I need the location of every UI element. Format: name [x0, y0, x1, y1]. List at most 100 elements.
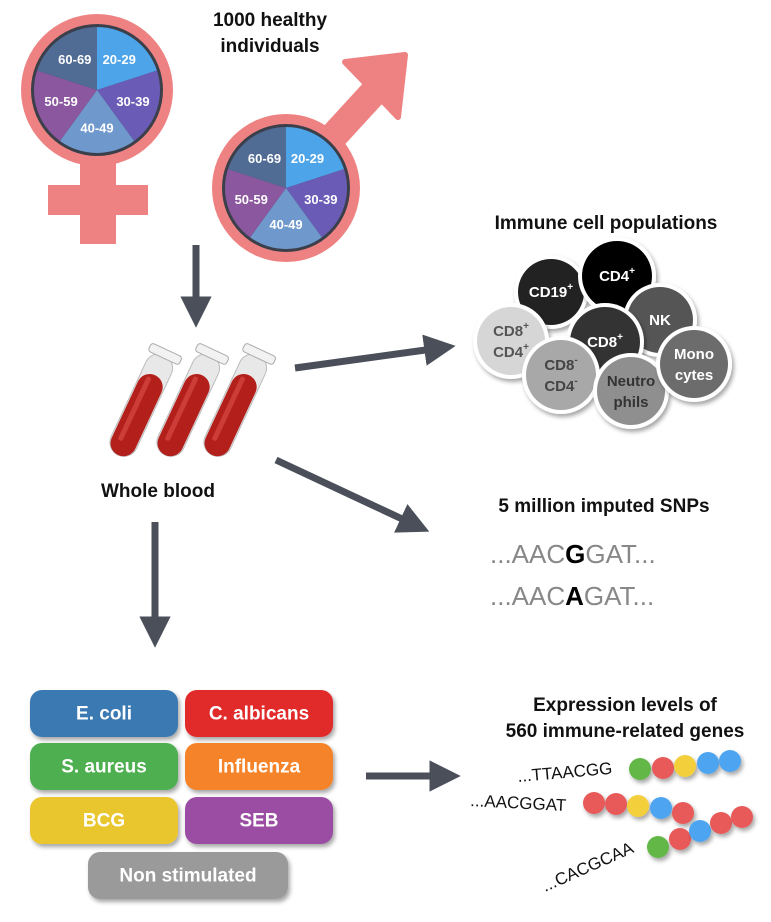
blood-tube — [109, 343, 182, 457]
gene-sequence: ...AACGGAT — [470, 791, 567, 815]
svg-text:CD4+: CD4+ — [493, 342, 529, 361]
gene-string: ...AACGGAT — [470, 791, 694, 824]
snp-sequence: ...AACAGAT... — [490, 581, 654, 611]
gene-string: ...TTAACGG — [517, 750, 741, 786]
cell-label: CD19 — [529, 284, 567, 301]
gene-sequence: ...CACGCAA — [539, 838, 637, 896]
snp-sequence: ...AACGGAT... — [490, 539, 656, 569]
immune-cells-title: Immune cell populations — [495, 213, 718, 234]
expression-bead — [719, 750, 741, 772]
age-slice-50-59 — [225, 169, 286, 238]
svg-text:cytes: cytes — [675, 367, 713, 384]
cell-label: CD8 — [544, 357, 574, 374]
cohort-title-line1: 1000 healthy — [213, 10, 327, 31]
stimulus-non-stimulated: Non stimulated — [88, 852, 288, 899]
expression-title-line1: Expression levels of — [533, 695, 717, 716]
expression-bead — [605, 793, 627, 815]
stimulus-label: E. coli — [76, 704, 132, 725]
expression-bead — [689, 820, 711, 842]
cell-label: Neutro — [607, 373, 655, 390]
stimulus-c-albicans: C. albicans — [185, 690, 333, 737]
svg-text:CD4-: CD4- — [544, 376, 577, 395]
stimulus-label: Non stimulated — [119, 866, 256, 887]
svg-text:CD8+: CD8+ — [493, 321, 529, 340]
cell-label-superscript: + — [567, 282, 573, 293]
svg-text:Mono: Mono — [674, 346, 714, 363]
arrow-to-cells — [294, 334, 456, 372]
snp-sequences: ...AACGGAT......AACAGAT... — [490, 539, 656, 611]
snps-title: 5 million imputed SNPs — [498, 496, 709, 517]
age-label: 60-69 — [58, 52, 91, 67]
cell-label-superscript: + — [523, 321, 529, 332]
cell-label: Mono — [674, 346, 714, 363]
expression-bead — [629, 758, 651, 780]
age-slice-60-69 — [37, 27, 97, 90]
stimuli-panel: E. coli C. albicans S. aureus Influenza BCG S… — [30, 690, 333, 899]
age-label: 20-29 — [103, 52, 136, 67]
expression-bead — [697, 752, 719, 774]
blood-label: Whole blood — [101, 481, 215, 502]
expression-bead — [650, 797, 672, 819]
expression-bead — [652, 757, 674, 779]
cell-label-superscript: - — [574, 376, 577, 387]
stimulus-label: C. albicans — [209, 704, 309, 725]
cell-label-superscript: + — [523, 342, 529, 353]
cell-label: CD4 — [599, 268, 630, 285]
cell-cd8negcd4neg: CD8-CD4- — [522, 336, 600, 414]
blood-tube — [203, 343, 276, 457]
blood-tubes — [109, 343, 276, 457]
stimulus-e-coli: E. coli — [30, 690, 178, 737]
expression-bead — [669, 828, 691, 850]
stimulus-s-aureus: S. aureus — [30, 743, 178, 790]
cell-label: CD4 — [544, 378, 575, 395]
age-label: 50-59 — [44, 94, 77, 109]
svg-text:CD8+: CD8+ — [587, 332, 623, 351]
cell-neutrophils: Neutro phils — [593, 353, 669, 429]
stimulus-seb: SEB — [185, 797, 333, 844]
age-label: 20-29 — [291, 151, 324, 166]
cell-label: phils — [613, 394, 648, 411]
cell-monocytes: Mono cytes — [656, 326, 732, 402]
seq-prefix: ...AAC — [490, 581, 565, 611]
stimulus-label: SEB — [239, 811, 278, 832]
stimulus-label: S. aureus — [61, 757, 147, 778]
age-label: 40-49 — [269, 217, 302, 232]
cell-label-superscript: + — [617, 332, 623, 343]
age-label: 40-49 — [80, 120, 113, 135]
expression-bead — [674, 755, 696, 777]
blood-tube — [156, 343, 229, 457]
seq-suffix: GAT... — [584, 581, 654, 611]
seq-suffix: GAT... — [585, 539, 655, 569]
age-label: 30-39 — [304, 192, 337, 207]
cell-label: CD8 — [493, 323, 523, 340]
snp-variant: G — [565, 539, 585, 569]
age-slice-20-29 — [97, 27, 157, 90]
age-slice-30-39 — [97, 70, 160, 141]
expression-bead — [627, 795, 649, 817]
cell-label: cytes — [675, 367, 713, 384]
seq-prefix: ...AAC — [490, 539, 565, 569]
expression-title-line2: 560 immune-related genes — [506, 721, 745, 742]
gene-sequence: ...TTAACGG — [517, 759, 613, 786]
expression-bead — [710, 812, 732, 834]
svg-text:NK: NK — [649, 312, 671, 329]
gene-expression-strings: ...TTAACGG ...AACGGAT ...CACGCAA — [470, 750, 753, 896]
svg-text:Neutro: Neutro — [607, 373, 655, 390]
age-slice-20-29 — [286, 127, 345, 188]
svg-text:CD4+: CD4+ — [599, 266, 635, 285]
cohort-title-line2: individuals — [220, 36, 319, 57]
age-slice-60-69 — [227, 127, 286, 188]
cell-label: CD4 — [493, 344, 524, 361]
age-label: 50-59 — [235, 192, 268, 207]
cell-label-superscript: - — [574, 355, 577, 366]
cell-label: CD8 — [587, 334, 617, 351]
stimulus-bcg: BCG — [30, 797, 178, 844]
age-label: 60-69 — [248, 151, 281, 166]
expression-bead — [647, 836, 669, 858]
age-slice-40-49 — [59, 90, 135, 153]
cell-label: NK — [649, 312, 671, 329]
expression-bead — [672, 802, 694, 824]
